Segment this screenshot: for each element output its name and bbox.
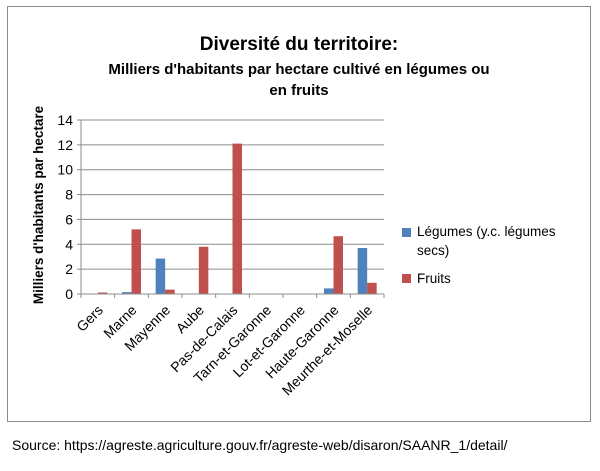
bar-fruits <box>165 289 175 294</box>
bar-legumes <box>122 292 132 294</box>
legend-swatch-fruits <box>402 274 411 283</box>
bars <box>97 143 377 294</box>
y-tick-label: 8 <box>65 187 73 203</box>
y-tick-label: 6 <box>65 211 73 227</box>
bar-legumes <box>324 288 334 294</box>
chart-subtitle-line-1: Milliers d'habitants par hectare cultivé… <box>108 61 489 78</box>
legend-swatch-legumes <box>402 228 411 237</box>
y-tick-label: 0 <box>65 286 73 302</box>
y-axis-ticks: 0 2 4 6 8 10 12 14 <box>57 112 81 302</box>
y-axis-label: Milliers d'habitants par hectare <box>31 105 46 304</box>
y-tick-label: 4 <box>65 236 73 252</box>
bar-fruits <box>131 229 141 294</box>
bar-legumes <box>155 258 166 294</box>
legend: Légumes (y.c. légumes secs) Fruits <box>402 224 556 286</box>
legend-label-legumes-line-2: secs) <box>417 243 449 258</box>
chart-title: Diversité du territoire: <box>200 34 399 55</box>
y-tick-label: 2 <box>65 261 73 277</box>
bar-fruits <box>198 246 209 294</box>
bar-legumes <box>357 248 368 294</box>
chart-subtitle-line-2: en fruits <box>269 82 328 99</box>
y-tick-label: 10 <box>57 162 73 178</box>
legend-label-legumes-line-1: Légumes (y.c. légumes <box>417 224 556 239</box>
bar-fruits <box>367 282 377 294</box>
chart-frame: Diversité du territoire: Milliers d'habi… <box>7 6 591 422</box>
bar-fruits <box>232 143 242 294</box>
y-tick-label: 12 <box>57 137 73 153</box>
bar-chart: Diversité du territoire: Milliers d'habi… <box>31 34 556 398</box>
bar-fruits <box>97 292 108 294</box>
source-caption: Source: https://agreste.agriculture.gouv… <box>12 437 508 453</box>
bar-fruits <box>333 236 343 294</box>
y-tick-label: 14 <box>57 112 73 128</box>
legend-label-fruits: Fruits <box>417 271 451 286</box>
